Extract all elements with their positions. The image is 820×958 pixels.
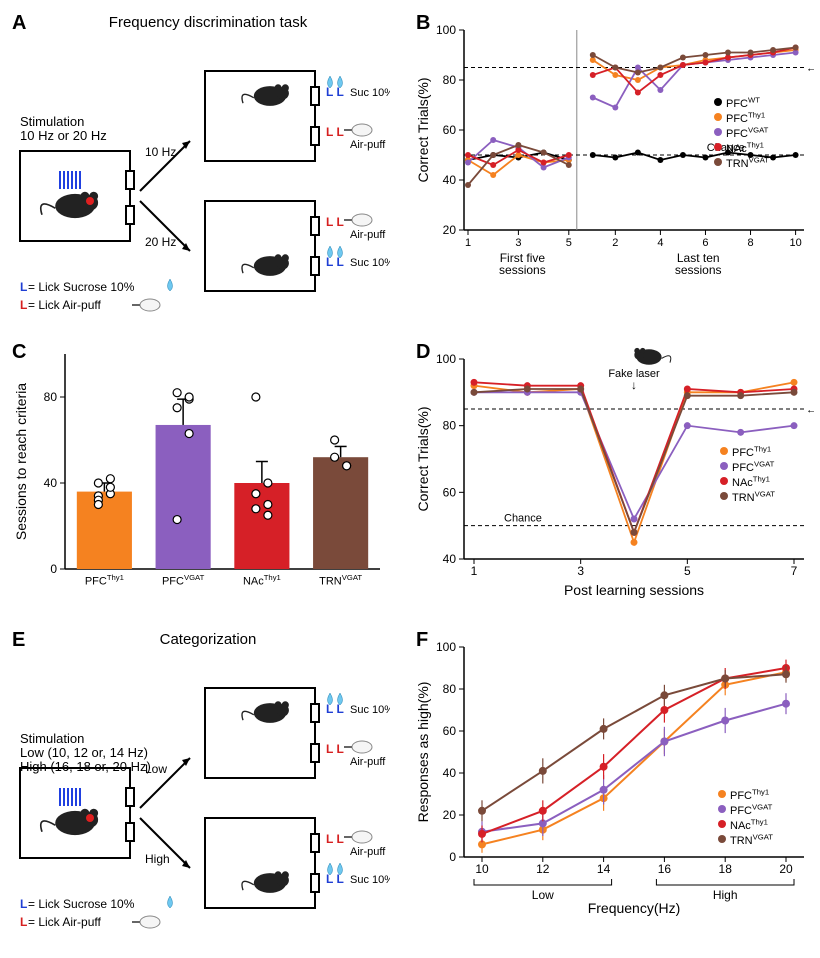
svg-text:3: 3 [577, 564, 584, 578]
panel-a-title: Frequency discrimination task [10, 14, 406, 31]
svg-text:sessions: sessions [675, 263, 722, 277]
svg-text:60: 60 [443, 123, 457, 137]
svg-text:6: 6 [702, 237, 708, 249]
svg-text:← Learning: ← Learning [806, 404, 814, 416]
svg-text:80: 80 [44, 390, 58, 404]
svg-text:= Lick Sucrose 10%: = Lick Sucrose 10% [28, 280, 135, 294]
svg-text:L: L [20, 298, 27, 312]
svg-text:100: 100 [436, 23, 456, 37]
svg-text:5: 5 [684, 564, 691, 578]
svg-text:60: 60 [443, 485, 457, 499]
svg-text:Low: Low [145, 762, 167, 776]
panel-b: B 20406080100Correct Trials(%)Chance← Le… [414, 10, 810, 331]
svg-text:= Lick Air-puff: = Lick Air-puff [28, 915, 101, 929]
svg-text:20: 20 [443, 223, 457, 237]
panel-f: F 020406080100Responses as high(%)101214… [414, 627, 810, 948]
svg-text:sessions: sessions [499, 263, 546, 277]
panel-a: A Frequency discrimination task Stimulat… [10, 10, 406, 331]
svg-text:18: 18 [719, 862, 733, 876]
svg-text:Low (10, 12 or, 14 Hz): Low (10, 12 or, 14 Hz) [20, 745, 148, 760]
svg-text:Suc 10%: Suc 10% [350, 874, 390, 886]
svg-text:3: 3 [515, 237, 521, 249]
svg-text:Suc 10%: Suc 10% [350, 257, 390, 269]
svg-text:12: 12 [536, 862, 550, 876]
svg-text:10: 10 [789, 237, 801, 249]
chart-b: 20406080100Correct Trials(%)Chance← Lear… [414, 10, 794, 290]
panel-e: E Categorization StimulationLow (10, 12 … [10, 627, 406, 948]
svg-text:Suc 10%: Suc 10% [350, 87, 390, 99]
svg-text:10 Hz: 10 Hz [145, 145, 176, 159]
svg-text:80: 80 [443, 682, 457, 696]
svg-text:High (16, 18 or, 20 Hz): High (16, 18 or, 20 Hz) [20, 759, 151, 774]
svg-text:80: 80 [443, 419, 457, 433]
svg-text:L: L [20, 915, 27, 929]
svg-text:Air-puff: Air-puff [350, 756, 386, 768]
chart-c: 04080Sessions to reach criteriaPFCThy1PF… [10, 339, 390, 619]
svg-text:Air-puff: Air-puff [350, 139, 386, 151]
svg-text:20 Hz: 20 Hz [145, 235, 176, 249]
svg-text:High: High [713, 888, 738, 902]
svg-text:40: 40 [443, 173, 457, 187]
panel-c: C 04080Sessions to reach criteriaPFCThy1… [10, 339, 406, 619]
svg-text:Frequency(Hz): Frequency(Hz) [588, 900, 681, 916]
svg-text:Sessions to reach criteria: Sessions to reach criteria [13, 383, 29, 540]
svg-text:= Lick Air-puff: = Lick Air-puff [28, 298, 101, 312]
svg-text:7: 7 [791, 564, 798, 578]
svg-text:10 Hz or 20 Hz: 10 Hz or 20 Hz [20, 128, 107, 143]
svg-text:Low: Low [532, 888, 554, 902]
svg-text:1: 1 [465, 237, 471, 249]
svg-text:40: 40 [443, 552, 457, 566]
svg-text:16: 16 [658, 862, 672, 876]
svg-text:20: 20 [443, 808, 457, 822]
svg-text:5: 5 [566, 237, 572, 249]
schematic-a: Stimulation10 Hz or 20 Hz 10 Hz 20 Hz L L Su… [10, 31, 390, 331]
svg-text:Air-puff: Air-puff [350, 846, 386, 858]
svg-text:Post learning sessions: Post learning sessions [564, 582, 704, 598]
svg-text:Air-puff: Air-puff [350, 229, 386, 241]
svg-text:↓: ↓ [631, 378, 637, 392]
svg-text:14: 14 [597, 862, 611, 876]
svg-text:L L: L L [326, 742, 344, 756]
svg-text:L: L [20, 897, 27, 911]
svg-text:= Lick Sucrose 10%: = Lick Sucrose 10% [28, 897, 135, 911]
svg-text:Stimulation: Stimulation [20, 114, 84, 129]
svg-text:Stimulation: Stimulation [20, 731, 84, 746]
svg-text:40: 40 [44, 476, 58, 490]
svg-text:L: L [20, 280, 27, 294]
svg-text:Suc 10%: Suc 10% [350, 704, 390, 716]
svg-text:High: High [145, 852, 170, 866]
svg-text:10: 10 [475, 862, 489, 876]
svg-text:8: 8 [747, 237, 753, 249]
svg-text:20: 20 [779, 862, 793, 876]
svg-text:1: 1 [471, 564, 478, 578]
svg-text:L L: L L [326, 832, 344, 846]
svg-text:100: 100 [436, 640, 456, 654]
schematic-e: StimulationLow (10, 12 or, 14 Hz)High (1… [10, 648, 390, 948]
svg-text:← Learning: ← Learning [806, 63, 814, 75]
svg-text:80: 80 [443, 73, 457, 87]
figure-grid: A Frequency discrimination task Stimulat… [10, 10, 810, 948]
svg-text:60: 60 [443, 724, 457, 738]
chart-f: 0 20 40 60 80 100 Responses as high(%) 10 12 14 16… [414, 627, 794, 907]
chart-d: 406080100Correct Trials(%)1357Post learn… [414, 339, 794, 619]
svg-text:Correct Trials(%): Correct Trials(%) [415, 406, 431, 511]
panel-d: D 406080100Correct Trials(%)1357Post lea… [414, 339, 810, 619]
svg-text:Chance: Chance [504, 513, 542, 525]
svg-text:2: 2 [612, 237, 618, 249]
svg-text:0: 0 [50, 562, 57, 576]
svg-text:L L: L L [326, 215, 344, 229]
svg-text:0: 0 [449, 850, 456, 864]
svg-text:Correct Trials(%): Correct Trials(%) [415, 77, 431, 182]
svg-text:L L: L L [326, 125, 344, 139]
svg-text:4: 4 [657, 237, 663, 249]
svg-text:40: 40 [443, 766, 457, 780]
panel-e-title: Categorization [10, 631, 406, 648]
svg-text:Responses as high(%): Responses as high(%) [415, 682, 431, 823]
svg-text:100: 100 [436, 352, 456, 366]
